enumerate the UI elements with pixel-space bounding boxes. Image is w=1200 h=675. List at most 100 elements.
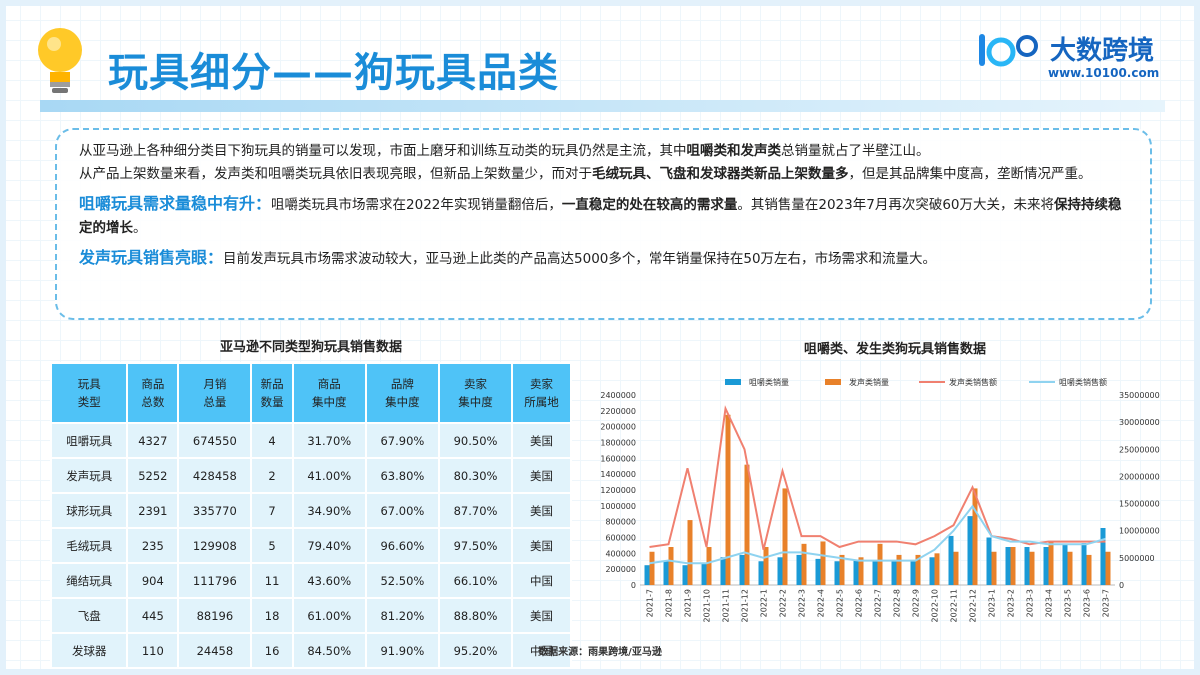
chart-title: 咀嚼类、发生类狗玩具销售数据 [804,341,986,357]
cell: 335770 [177,492,253,529]
bar [758,561,764,585]
cell: 95.20% [437,632,514,669]
header-text: 新品 [260,377,284,391]
header-cell: 卖家 所属地 [511,362,572,424]
bar [1024,547,1030,585]
legend-swatch [825,379,841,385]
x-tick-label: 2022-4 [817,589,826,617]
bar [1043,547,1049,585]
header-row: 玩具 类型 商品 总数 月销 总量 新品 数量 商品 集中度 品牌 集中度 卖家 集中度 卖家 所属地 [49,362,572,424]
row: 咀嚼玩具 4327 674550 4 31.70% 67.90% 90.50% 美国 [49,422,572,459]
x-tick-label: 2022-9 [912,589,921,617]
cell: 428458 [177,457,253,494]
cell: 7 [250,492,294,529]
bar [649,551,655,585]
line [649,504,1106,565]
bulb-icon [38,28,82,93]
y-tick-label: 0 [631,581,636,590]
bold-text: 一直稳定的处在较高的需求量 [561,197,738,213]
legend-label: 咀嚼类销售额 [1059,377,1107,387]
x-tick-label: 2021-8 [665,589,674,617]
header-text: 商品 [141,377,165,391]
cell: 咀嚼玩具 [49,422,129,459]
cell: 美国 [511,492,572,529]
bar [739,554,745,585]
cell: 11 [250,562,294,599]
cell: 88.80% [437,597,514,634]
cell: 111796 [177,562,253,599]
header-text: 总量 [203,395,227,409]
bar [668,547,674,585]
text: 目前发声玩具市场需求波动较大，亚马逊上此类的产品高达5000多个，常年销量保持在… [223,251,937,267]
y-tick-label: 600000 [605,534,636,543]
cell: 61.00% [291,597,367,634]
cell: 飞盘 [49,597,129,634]
cell: 5 [250,527,294,564]
bar [967,516,973,585]
y2-tick-label: 25000000 [1119,445,1160,454]
intro-box: 从亚马逊上各种细分类目下狗玩具的销量可以发现，市面上磨牙和训练互动类的玩具仍然是… [55,128,1152,320]
cell: 球形玩具 [49,492,129,529]
bar [1010,547,1016,585]
cell: 904 [126,562,180,599]
x-tick-label: 2022-12 [969,589,978,622]
bar [1081,543,1087,585]
x-tick-label: 2021-10 [703,589,712,622]
bar [1086,554,1092,585]
x-tick-label: 2021-9 [684,589,693,617]
bar [644,565,650,585]
x-tick-label: 2023-5 [1064,589,1073,617]
x-tick-label: 2021-7 [646,589,655,617]
text: 从产品上架数量来看，发声类和咀嚼类玩具依旧表现亮眼，但新品上架数量少，而对于 [79,166,592,182]
x-tick-label: 2022-11 [950,589,959,622]
bar [706,547,712,585]
paragraph: 咀嚼玩具需求量稳中有升：咀嚼类玩具市场需求在2022年实现销量翻倍后，一直稳定的… [79,192,1128,240]
bar [687,520,693,585]
header-cell: 月销 总量 [177,362,253,424]
cell: 4 [250,422,294,459]
bar [1029,551,1035,585]
heading-text: 咀嚼玩具需求量稳中有升： [79,194,272,213]
x-tick-label: 2022-3 [798,589,807,617]
bar [1067,551,1073,585]
cell: 96.60% [364,527,440,564]
cell: 63.80% [364,457,440,494]
cell: 毛绒玩具 [49,527,129,564]
bar [796,554,802,585]
header-text: 卖家 [464,377,488,391]
bar [972,488,978,585]
title-rule [40,100,1165,112]
x-tick-label: 2023-6 [1083,589,1092,617]
bar [853,559,859,585]
bar [663,561,669,585]
row: 绳结玩具 904 111796 11 43.60% 52.50% 66.10% 中国 [49,562,572,599]
y-tick-label: 1200000 [600,486,636,495]
cell: 发球器 [49,632,129,669]
x-tick-label: 2023-7 [1102,589,1111,617]
cell: 87.70% [437,492,514,529]
header-cell: 商品 总数 [126,362,180,424]
bar [782,488,788,585]
chart: 咀嚼类、发生类狗玩具销售数据 0 200000 400000 600000 800000 1… [600,341,1160,622]
cell: 110 [126,632,180,669]
row: 毛绒玩具 235 129908 5 79.40% 96.60% 97.50% 美国 [49,527,572,564]
cell: 绳结玩具 [49,562,129,599]
x-tick-label: 2022-5 [836,589,845,617]
table: 玩具 类型 商品 总数 月销 总量 新品 数量 商品 集中度 品牌 集中度 卖家 集中度 卖家 所属地 咀嚼玩具… [49,362,572,669]
row: 球形玩具 2391 335770 7 34.90% 67.00% 87.70% 美国 [49,492,572,529]
logo-url: www.10100.com [1048,66,1160,80]
cell: 67.90% [364,422,440,459]
paragraph: 从产品上架数量来看，发声类和咀嚼类玩具依旧表现亮眼，但新品上架数量少，而对于毛绒… [79,163,1128,186]
y-tick-label: 800000 [605,518,636,527]
cell: 31.70% [291,422,367,459]
cell: 445 [126,597,180,634]
bar [725,414,731,585]
bar [820,541,826,585]
x-tick-label: 2021-11 [722,589,731,622]
bar [834,561,840,585]
title: 玩具细分——狗玩具品类 [108,50,559,96]
header-cell: 商品 集中度 [291,362,367,424]
cell: 中国 [511,632,572,669]
